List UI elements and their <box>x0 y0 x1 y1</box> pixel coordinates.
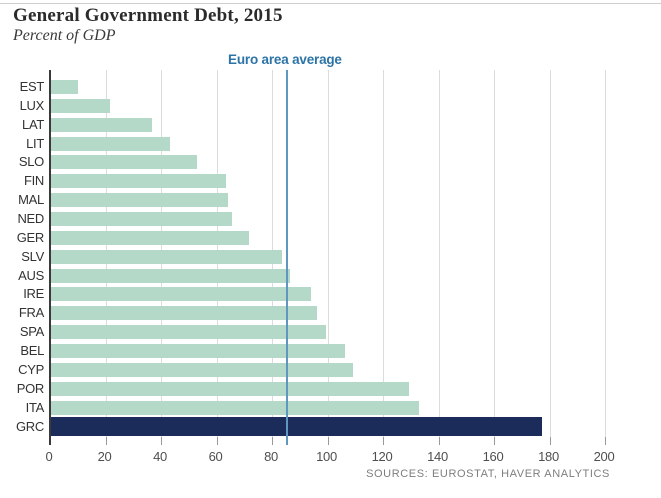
y-axis-label-ita: ITA <box>25 399 45 415</box>
bar-ger <box>51 230 249 245</box>
x-axis-tick <box>605 437 606 445</box>
x-axis-tick-label: 40 <box>153 449 167 464</box>
chart-subtitle: Percent of GDP <box>13 27 116 44</box>
y-axis-label-bel: BEL <box>20 342 44 358</box>
bar-lat <box>51 117 153 132</box>
chart-title: General Government Debt, 2015 <box>13 5 283 26</box>
bar-fin <box>51 174 227 189</box>
bar-bel <box>51 343 346 358</box>
bar-slv <box>51 249 282 264</box>
x-axis-tick-label: 20 <box>97 449 112 464</box>
bar-lit <box>51 136 170 151</box>
x-axis-tick <box>161 437 162 445</box>
gridline <box>605 70 606 445</box>
y-axis-label-aus: AUS <box>18 267 44 283</box>
x-axis-tick <box>327 437 329 445</box>
bar-est <box>51 80 78 94</box>
reference-line <box>285 70 288 445</box>
y-axis-label-lat: LAT <box>22 116 44 132</box>
x-axis-tick-label: 0 <box>45 449 53 464</box>
y-axis-label-grc: GRC <box>16 418 44 434</box>
bar-mal <box>51 193 229 208</box>
x-axis-tick <box>438 437 440 445</box>
x-axis-tick <box>494 437 495 445</box>
bar-ned <box>51 212 232 226</box>
bar-spa <box>51 325 327 340</box>
y-axis-label-por: POR <box>16 380 45 396</box>
bar-lux <box>51 98 111 113</box>
bar-aus <box>51 268 291 283</box>
x-axis-tick-label: 140 <box>427 449 448 464</box>
y-axis-label-cyp: CYP <box>18 361 44 377</box>
y-axis-label-lit: LIT <box>26 135 44 151</box>
y-axis-label-lux: LUX <box>19 97 45 113</box>
reference-line-label: Euro area average <box>228 52 342 67</box>
bar-ita <box>51 400 420 415</box>
x-axis-tick-label: 160 <box>482 449 504 464</box>
y-axis-label-mal: MAL <box>18 192 44 208</box>
x-axis-tick <box>549 437 551 445</box>
x-axis-tick <box>272 437 273 445</box>
gridline <box>438 70 440 445</box>
bar-cyp <box>51 362 354 377</box>
x-axis-tick <box>105 437 107 445</box>
y-axis-label-ned: NED <box>17 211 44 226</box>
gridline <box>549 70 551 445</box>
x-axis-tick-label: 60 <box>208 449 223 464</box>
y-axis-label-est: EST <box>19 79 45 94</box>
x-axis-tick-label: 180 <box>538 449 559 464</box>
gridline <box>383 70 384 445</box>
y-axis-label-ire: IRE <box>23 286 44 302</box>
gridline <box>327 70 329 445</box>
y-axis-label-ger: GER <box>16 229 45 245</box>
x-axis-tick-label: 80 <box>264 449 278 464</box>
x-axis-tick <box>383 437 384 445</box>
bar-fra <box>51 306 317 321</box>
x-axis-tick-label: 100 <box>316 449 337 464</box>
y-axis-label-spa: SPA <box>19 324 44 340</box>
x-axis-tick-label: 200 <box>593 449 615 464</box>
source-note: SOURCES: EUROSTAT, HAVER ANALYTICS <box>366 468 610 480</box>
x-axis-tick-label: 120 <box>371 449 393 464</box>
bar-highlighted-grc <box>51 417 542 437</box>
y-axis-label-slo: SLO <box>18 154 44 170</box>
gridline <box>494 70 495 445</box>
bar-ire <box>51 287 312 302</box>
top-rule-divider <box>0 3 661 4</box>
bar-slo <box>51 155 197 170</box>
bar-por <box>51 381 409 396</box>
x-axis-tick <box>216 437 218 445</box>
y-axis-label-fin: FIN <box>23 173 44 189</box>
y-axis-label-slv: SLV <box>21 248 44 264</box>
y-axis-label-fra: FRA <box>18 305 44 321</box>
plot-area <box>49 70 607 445</box>
